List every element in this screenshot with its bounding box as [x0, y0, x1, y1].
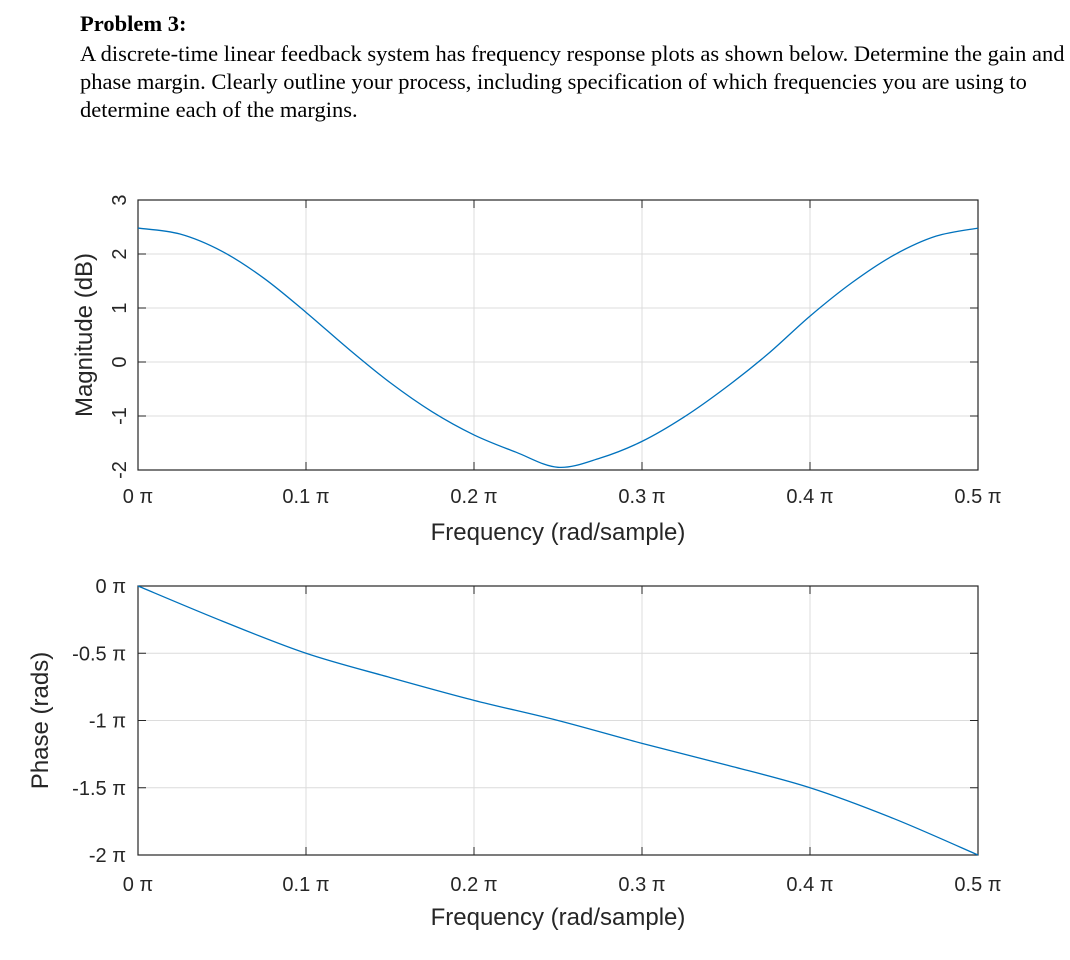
phase-series-line	[137, 585, 979, 856]
phase-ylabel: Phase (rads)	[27, 652, 54, 789]
magnitude-ytick-label: 1	[109, 302, 131, 313]
magnitude-ylabel: Magnitude (dB)	[71, 253, 98, 417]
problem-body: A discrete-time linear feedback system h…	[80, 41, 1065, 122]
magnitude-ytick-label: -2	[109, 461, 131, 479]
magnitude-xtick-label: 0.2 π	[450, 486, 497, 508]
phase-ytick-label: -2 π	[89, 845, 126, 867]
phase-ytick-label: -1 π	[89, 711, 126, 733]
magnitude-xtick-label: 0.3 π	[618, 486, 665, 508]
problem-statement: Problem 3: A discrete-time linear feedba…	[80, 10, 1065, 124]
magnitude-ytick-label: 2	[109, 248, 131, 259]
magnitude-xlabel: Frequency (rad/sample)	[431, 519, 686, 546]
magnitude-ytick-label: 3	[109, 194, 131, 205]
phase-xtick-label: 0.3 π	[618, 874, 665, 896]
magnitude-series-line	[137, 227, 979, 469]
phase-xtick-label: 0.5 π	[954, 874, 1001, 896]
magnitude-xtick-label: 0.4 π	[786, 486, 833, 508]
phase-xtick-label: 0 π	[123, 874, 153, 896]
phase-xtick-label: 0.4 π	[786, 874, 833, 896]
phase-xtick-label: 0.2 π	[450, 874, 497, 896]
magnitude-xtick-label: 0.1 π	[282, 486, 329, 508]
magnitude-ytick-label: -1	[109, 407, 131, 425]
phase-xlabel: Frequency (rad/sample)	[431, 904, 686, 931]
phase-ytick-label: -0.5 π	[72, 643, 126, 665]
phase-ytick-label: -1.5 π	[72, 778, 126, 800]
magnitude-xtick-label: 0 π	[123, 486, 153, 508]
phase-plot: 0 π 0.1 π 0.2 π 0.3 π 0.4 π 0.5 π 0 π -0.5 π -1 …	[27, 576, 1002, 931]
magnitude-xtick-label: 0.5 π	[954, 486, 1001, 508]
problem-title: Problem 3:	[80, 11, 187, 36]
magnitude-ytick-label: 0	[109, 356, 131, 367]
magnitude-axes-box	[137, 199, 979, 471]
phase-ytick-label: 0 π	[96, 576, 126, 598]
magnitude-plot: 0 π 0.1 π 0.2 π 0.3 π 0.4 π 0.5 π 3 2 1 0 -1 -2 Freq…	[71, 194, 1002, 546]
phase-xtick-label: 0.1 π	[282, 874, 329, 896]
